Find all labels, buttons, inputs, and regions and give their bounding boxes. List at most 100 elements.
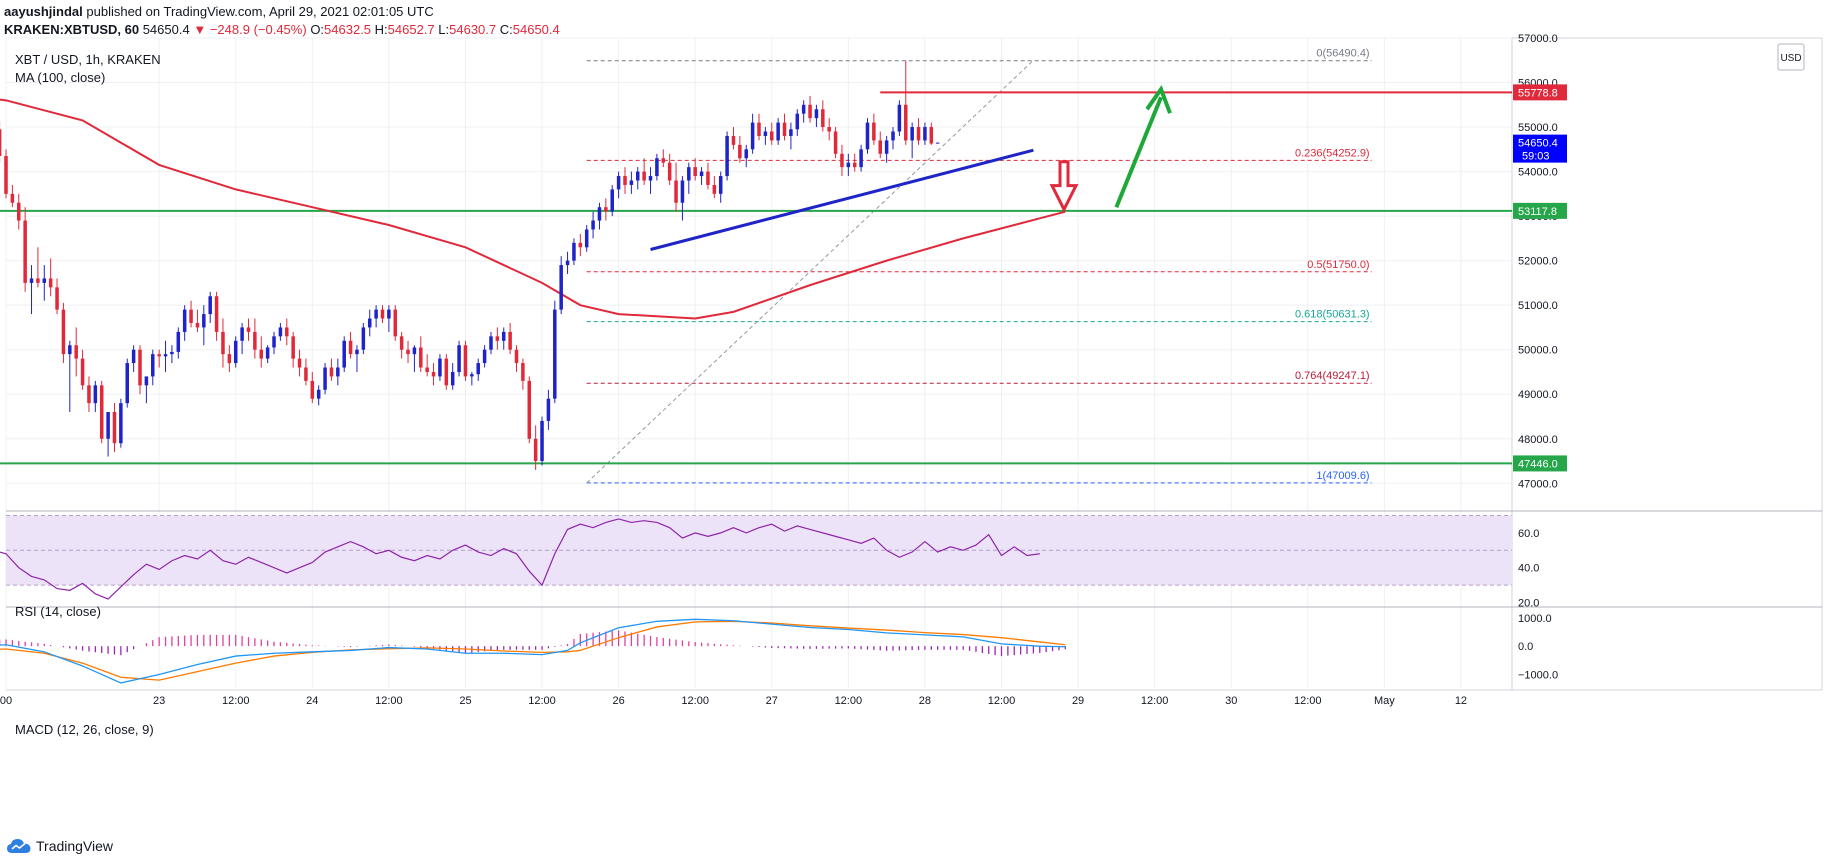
candle xyxy=(214,291,219,341)
candle-body xyxy=(776,122,780,141)
price-label-bg xyxy=(1513,134,1567,163)
currency-badge xyxy=(1777,43,1805,71)
candle-body xyxy=(61,309,66,355)
candle-body xyxy=(916,127,921,141)
candle xyxy=(814,104,819,128)
candle xyxy=(55,278,59,315)
candle xyxy=(680,176,685,221)
candle xyxy=(776,118,780,145)
candle xyxy=(935,142,940,144)
candle-body xyxy=(304,367,308,381)
candle xyxy=(4,149,8,199)
close-value: 54650.4 xyxy=(512,22,560,37)
candle xyxy=(329,358,334,381)
candle xyxy=(482,345,487,368)
candle xyxy=(450,363,455,390)
candle-body xyxy=(10,193,15,203)
candle xyxy=(151,349,155,386)
high-label: H: xyxy=(374,22,388,37)
candle-body xyxy=(929,127,934,144)
candle xyxy=(470,371,474,386)
candle-body xyxy=(355,349,359,355)
price-label-bg xyxy=(1513,455,1567,472)
candle-body xyxy=(202,314,206,328)
candle-body xyxy=(623,176,627,185)
candle-body xyxy=(814,109,819,119)
candle-body xyxy=(757,122,761,136)
candle xyxy=(297,349,302,377)
candle-body xyxy=(36,278,40,283)
candle xyxy=(744,144,748,168)
symbol-legend: XBT / USD, 1h, KRAKEN xyxy=(15,52,161,67)
candle xyxy=(393,305,398,341)
candle xyxy=(463,340,468,381)
candle xyxy=(457,340,461,377)
candle-body xyxy=(93,385,98,404)
candle xyxy=(157,349,161,368)
candle-body xyxy=(131,349,136,364)
time-tick-label: 23 xyxy=(153,695,165,707)
time-tick-label: 12:00 xyxy=(1294,695,1322,707)
candle xyxy=(852,153,857,172)
candle-body xyxy=(833,131,838,154)
candle-body xyxy=(195,322,200,328)
rsi-tick-label: 20.0 xyxy=(1518,598,1539,610)
candle xyxy=(655,153,659,181)
candle xyxy=(846,153,851,177)
candle-body xyxy=(827,127,831,132)
candle-body xyxy=(406,349,410,355)
candle-body xyxy=(463,345,468,377)
candle xyxy=(170,345,174,364)
candle xyxy=(195,309,200,332)
candle xyxy=(827,118,831,141)
publish-line: aayushjindal published on TradingView.co… xyxy=(4,4,434,19)
candle xyxy=(221,318,225,368)
candle xyxy=(808,95,812,123)
candle xyxy=(246,318,251,341)
candle xyxy=(667,153,672,185)
candle xyxy=(910,122,914,159)
price-label: 55778.8 xyxy=(1518,87,1558,99)
candle-body xyxy=(763,131,768,136)
candle-body xyxy=(367,318,372,328)
candle xyxy=(431,363,436,386)
candle xyxy=(438,354,442,381)
candle-body xyxy=(738,144,742,159)
candle xyxy=(208,291,212,323)
candle-body xyxy=(323,367,327,390)
candle xyxy=(897,100,902,136)
candle xyxy=(508,322,512,355)
candle xyxy=(540,416,544,466)
candle xyxy=(387,305,391,332)
candle-body xyxy=(782,122,787,136)
candle xyxy=(272,331,276,355)
candle xyxy=(763,127,768,145)
candle xyxy=(648,167,653,194)
candle xyxy=(316,385,321,406)
price-tick-label: 54000.0 xyxy=(1518,167,1558,179)
author-name[interactable]: aayushjindal xyxy=(4,4,83,19)
candle xyxy=(348,331,353,359)
candle-body xyxy=(687,167,691,181)
candle-body xyxy=(904,104,908,141)
candle-body xyxy=(450,371,455,386)
candle-body xyxy=(438,358,442,377)
candle xyxy=(565,251,570,274)
candle xyxy=(42,265,47,301)
candle-body xyxy=(565,260,570,266)
candle-body xyxy=(87,385,91,404)
candle-body xyxy=(4,156,8,194)
tradingview-logo[interactable]: TradingView xyxy=(6,838,113,854)
candle xyxy=(578,233,583,257)
candle-body xyxy=(750,122,755,150)
candle-body xyxy=(99,385,104,439)
candle xyxy=(642,158,646,185)
candle-body xyxy=(808,104,812,119)
candle xyxy=(233,336,238,368)
candle-body xyxy=(470,374,474,377)
candle xyxy=(865,118,870,154)
candle xyxy=(501,327,506,350)
candle xyxy=(253,318,257,359)
time-tick-label: 26 xyxy=(612,695,624,707)
